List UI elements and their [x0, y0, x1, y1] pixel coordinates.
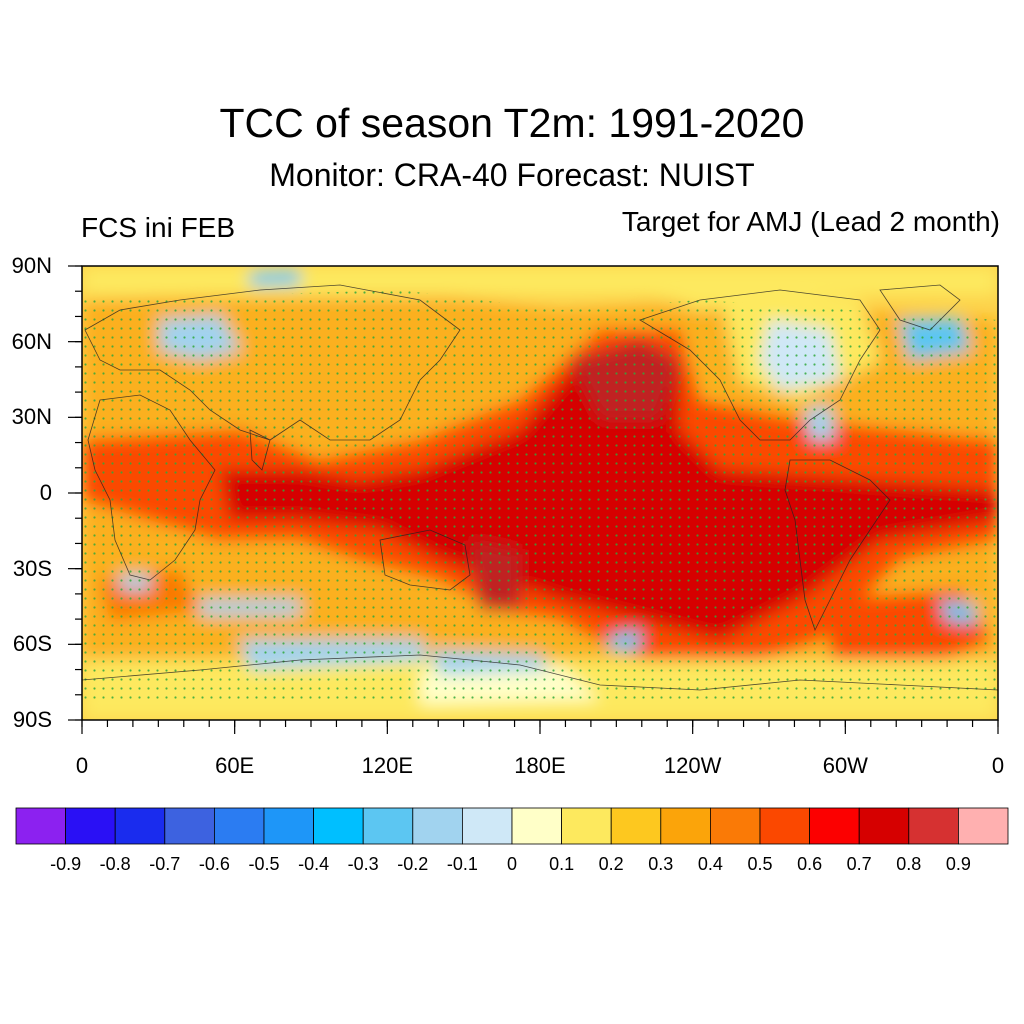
colorbar-swatch — [362, 807, 414, 845]
colorbar-swatch — [412, 807, 463, 845]
colorbar-label: 0.4 — [697, 854, 723, 874]
colorbar-label: 0.6 — [797, 854, 823, 874]
colorbar-swatch — [809, 807, 860, 845]
colorbar-swatch — [114, 807, 166, 845]
lon-label: 180E — [514, 753, 566, 778]
lon-label: 0 — [991, 753, 1005, 778]
axis-ticks — [68, 265, 999, 734]
lon-label: 120W — [663, 753, 722, 778]
colorbar-swatch — [561, 807, 612, 845]
colorbar-label: -0.4 — [298, 854, 330, 874]
colorbar-label: 0 — [506, 854, 517, 874]
map-subtitle: Monitor: CRA-40 Forecast: NUIST — [269, 157, 755, 193]
colorbar-swatch — [610, 807, 662, 845]
colorbar-label: -0.6 — [198, 854, 230, 874]
colorbar — [15, 807, 1009, 845]
colorbar-label: 0.3 — [648, 854, 674, 874]
colorbar-label: 0.9 — [945, 854, 971, 874]
lat-label: 0 — [39, 480, 52, 505]
colorbar-swatch — [759, 807, 810, 845]
colorbar-swatch — [263, 807, 314, 845]
colorbar-label: -0.5 — [248, 854, 280, 874]
lat-label: 90S — [12, 707, 52, 732]
colorbar-swatch — [65, 807, 116, 845]
lat-label: 30S — [12, 555, 52, 581]
colorbar-label: 0.1 — [549, 854, 575, 874]
colorbar-swatch — [15, 807, 66, 845]
colorbar-swatch — [958, 807, 1009, 845]
lon-label: 120E — [361, 753, 414, 778]
init-label: FCS ini FEB — [81, 212, 236, 243]
colorbar-swatch — [313, 807, 364, 845]
colorbar-label: 0.2 — [598, 854, 624, 874]
colorbar-label: 0.7 — [846, 854, 872, 874]
map-title: TCC of season T2m: 1991-2020 — [219, 100, 805, 146]
colorbar-swatch — [858, 807, 910, 845]
colorbar-swatch — [213, 807, 265, 845]
tcc-field — [82, 266, 998, 720]
colorbar-label: -0.1 — [446, 854, 478, 874]
colorbar-swatch — [461, 807, 513, 845]
target-label: Target for AMJ (Lead 2 month) — [621, 206, 1000, 237]
colorbar-label: -0.7 — [149, 854, 181, 874]
lat-label: 90N — [11, 253, 52, 278]
colorbar-swatch — [710, 807, 761, 845]
colorbar-label: -0.2 — [397, 854, 429, 874]
lat-label: 60S — [12, 631, 52, 657]
colorbar-swatch — [511, 807, 562, 845]
colorbar-label: -0.9 — [50, 854, 82, 874]
colorbar-swatch — [908, 807, 959, 845]
colorbar-label: 0.5 — [747, 854, 773, 874]
colorbar-label: -0.8 — [99, 854, 131, 874]
lat-label: 30N — [11, 404, 52, 430]
lon-label: 60E — [215, 753, 255, 778]
colorbar-swatch — [164, 807, 215, 845]
colorbar-swatch — [660, 807, 711, 845]
colorbar-label: -0.3 — [347, 854, 379, 874]
colorbar-label: 0.8 — [896, 854, 922, 874]
lon-label: 0 — [75, 753, 89, 778]
lon-label: 60W — [822, 753, 868, 778]
lat-label: 60N — [11, 328, 52, 354]
